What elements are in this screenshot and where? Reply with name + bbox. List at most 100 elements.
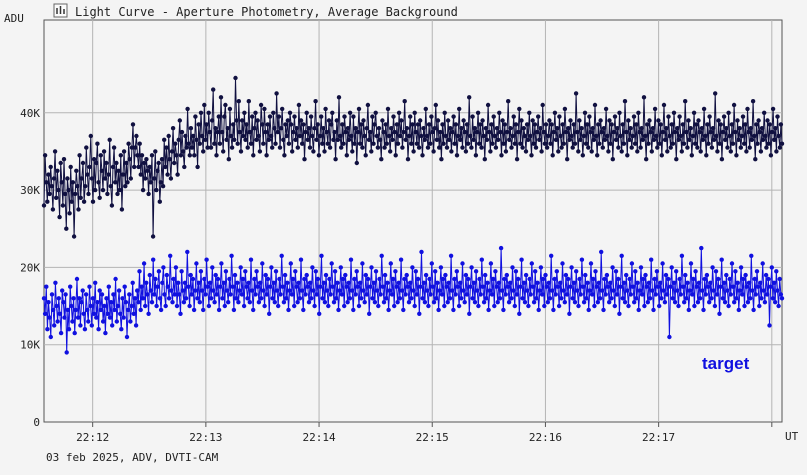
data-point	[351, 307, 356, 313]
data-point	[564, 292, 570, 297]
data-point	[45, 199, 50, 204]
data-point	[210, 265, 215, 270]
data-point	[444, 284, 449, 289]
data-point	[491, 114, 496, 119]
data-point	[399, 118, 404, 123]
data-point	[546, 133, 551, 139]
data-point	[74, 276, 80, 282]
data-point	[206, 110, 211, 116]
data-point	[753, 157, 758, 162]
data-point	[252, 276, 257, 282]
data-point	[437, 288, 442, 293]
data-point	[414, 292, 420, 297]
data-point	[649, 149, 654, 154]
data-point	[688, 261, 694, 266]
data-point	[635, 280, 640, 285]
data-point	[735, 118, 740, 123]
data-point	[219, 129, 225, 135]
data-point	[153, 149, 158, 154]
data-point	[674, 157, 679, 162]
chart-icon[interactable]	[53, 3, 68, 18]
data-point	[536, 114, 541, 119]
data-point	[353, 292, 358, 297]
data-point	[679, 149, 684, 154]
data-point	[259, 296, 264, 301]
data-point	[66, 187, 71, 193]
data-point	[430, 284, 436, 289]
data-point	[215, 129, 220, 135]
data-point	[288, 122, 294, 127]
data-point	[51, 176, 57, 181]
data-point	[204, 257, 209, 262]
data-point	[642, 133, 648, 139]
data-point	[348, 257, 354, 262]
data-point	[402, 276, 407, 282]
data-point	[581, 300, 587, 305]
data-point	[576, 149, 581, 154]
data-point	[54, 303, 59, 309]
data-point	[563, 129, 569, 135]
data-point	[744, 284, 749, 289]
data-point	[689, 153, 694, 158]
data-point	[675, 288, 680, 293]
data-point	[683, 272, 688, 278]
data-point	[234, 118, 239, 123]
data-point	[675, 126, 680, 131]
data-point	[223, 269, 229, 274]
data-point	[434, 137, 440, 142]
data-point	[295, 300, 300, 305]
data-point	[121, 315, 126, 320]
data-point	[75, 184, 80, 189]
data-point	[652, 276, 657, 282]
data-point	[144, 280, 149, 285]
data-point	[110, 164, 116, 170]
data-point	[382, 145, 387, 150]
data-point	[107, 315, 113, 320]
data-point	[447, 296, 453, 301]
data-point	[626, 118, 631, 123]
data-point	[582, 110, 588, 116]
data-point	[776, 133, 781, 139]
data-point	[687, 137, 692, 142]
data-point	[662, 300, 668, 305]
data-point	[350, 149, 355, 154]
data-point	[285, 280, 290, 285]
data-point	[773, 126, 778, 131]
data-point	[632, 141, 638, 146]
data-point	[503, 292, 508, 297]
data-point	[511, 288, 516, 293]
data-point	[608, 141, 613, 146]
data-point	[718, 122, 723, 127]
data-point	[49, 184, 54, 189]
data-point	[89, 323, 95, 328]
data-point	[306, 300, 312, 305]
x-tick-label: 22:15	[416, 431, 449, 444]
data-point	[576, 303, 581, 309]
data-point	[99, 168, 105, 173]
data-point	[392, 129, 397, 135]
data-point	[105, 191, 110, 197]
data-point	[129, 303, 134, 309]
data-point	[277, 276, 282, 282]
data-point	[745, 300, 751, 305]
data-point	[510, 265, 515, 270]
y-axis-label: ADU	[4, 12, 24, 25]
data-point	[340, 276, 346, 282]
data-point	[500, 118, 505, 123]
data-point	[380, 284, 386, 289]
data-point	[142, 160, 147, 166]
data-point	[533, 145, 539, 150]
data-point	[597, 296, 603, 301]
data-point	[290, 276, 296, 282]
data-point	[361, 118, 366, 123]
data-point	[278, 126, 284, 131]
data-point	[602, 137, 608, 142]
series-layer	[41, 75, 785, 355]
data-point	[313, 269, 318, 274]
data-point	[46, 172, 51, 177]
data-point	[406, 133, 412, 139]
data-point	[601, 126, 607, 131]
data-point	[302, 157, 307, 162]
data-point	[317, 133, 323, 139]
data-point	[624, 129, 629, 135]
